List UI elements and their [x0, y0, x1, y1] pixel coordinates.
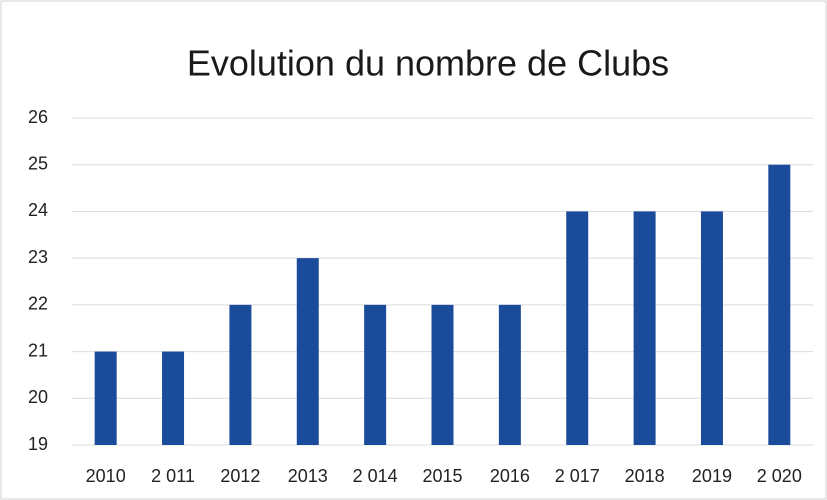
y-tick-label: 25 [28, 153, 48, 173]
bar [700, 211, 723, 445]
x-tick-label: 2012 [220, 466, 260, 486]
y-tick-label: 26 [28, 107, 48, 127]
bar [94, 351, 117, 445]
x-tick-label: 2 020 [757, 466, 802, 486]
y-tick-label: 22 [28, 294, 48, 314]
y-tick-label: 19 [28, 434, 48, 454]
chart-title: Evolution du nombre de Clubs [187, 43, 669, 84]
bar [768, 164, 791, 445]
bar [364, 304, 387, 445]
x-tick-label: 2013 [288, 466, 328, 486]
x-tick-label: 2016 [490, 466, 530, 486]
x-tick-label: 2 017 [555, 466, 600, 486]
bar [229, 304, 252, 445]
bar [162, 351, 185, 445]
x-tick-label: 2010 [86, 466, 126, 486]
y-tick-label: 23 [28, 247, 48, 267]
x-tick-label: 2019 [692, 466, 732, 486]
bar [296, 258, 319, 445]
bar [566, 211, 589, 445]
y-tick-label: 20 [28, 387, 48, 407]
x-tick-label: 2015 [422, 466, 462, 486]
bar [498, 304, 521, 445]
bar [431, 304, 454, 445]
y-tick-label: 21 [28, 340, 48, 360]
x-tick-label: 2 011 [151, 466, 195, 486]
x-tick-label: 2 014 [353, 466, 398, 486]
y-tick-label: 24 [28, 200, 48, 220]
x-tick-label: 2018 [625, 466, 665, 486]
bar [633, 211, 656, 445]
